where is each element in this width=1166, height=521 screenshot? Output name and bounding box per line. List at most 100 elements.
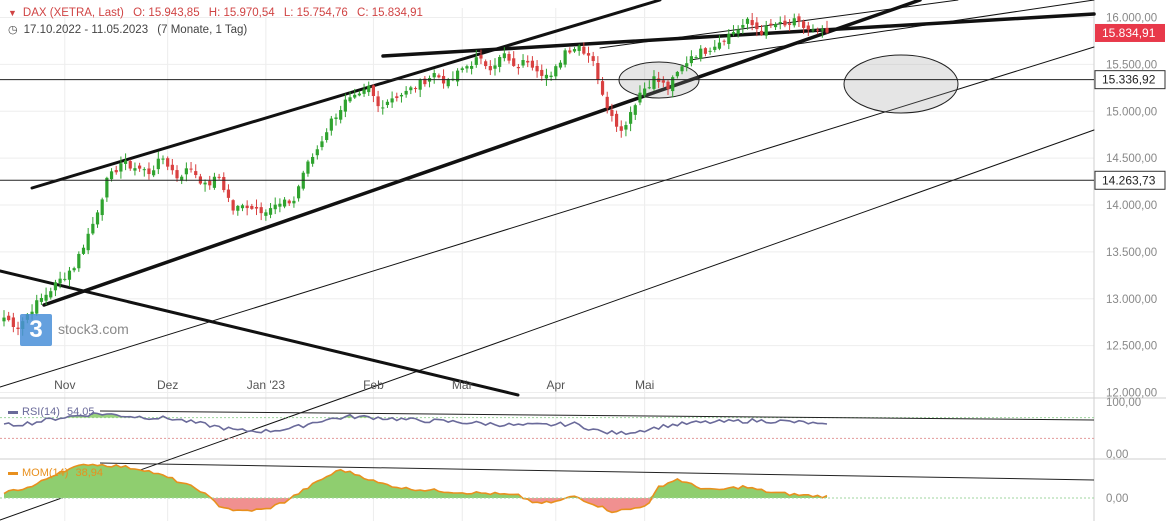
candle [105, 176, 109, 202]
thin-upper-line-2 [689, 0, 1095, 61]
candle [166, 156, 170, 171]
candle [787, 19, 792, 32]
candle [540, 64, 544, 81]
candle-body [563, 50, 567, 65]
candle-body [544, 74, 549, 79]
candle-body [128, 161, 132, 169]
candle-body [353, 94, 357, 98]
candle [493, 58, 497, 76]
clock-icon: ◷ [8, 24, 18, 36]
candle-body [820, 29, 824, 31]
candle-body [7, 315, 11, 321]
candle-body [745, 18, 750, 24]
candle-body [731, 32, 736, 35]
candle-body [339, 110, 343, 120]
candle [7, 311, 11, 322]
candle-body [600, 81, 605, 95]
candle-body [371, 85, 376, 97]
candle [240, 203, 245, 212]
candle [296, 184, 301, 202]
candle [694, 55, 698, 60]
rsi-line [3, 411, 828, 436]
candle [329, 115, 333, 136]
candle-body [278, 203, 282, 207]
chevron-down-icon[interactable]: ▼ [8, 8, 17, 18]
candle-body [77, 253, 81, 269]
candle-body [703, 48, 708, 54]
candle [123, 153, 128, 171]
candle-body [254, 206, 259, 209]
candle [811, 24, 815, 33]
candle [488, 60, 492, 76]
candle [128, 159, 132, 171]
candle [353, 88, 357, 99]
candle-body [63, 278, 67, 280]
candle-body [212, 176, 217, 188]
candle [53, 279, 58, 297]
candle [212, 172, 217, 190]
candle-body [147, 168, 151, 175]
candle-body [58, 278, 62, 284]
candle [339, 105, 343, 124]
candle [409, 85, 413, 95]
candle-body [35, 300, 39, 314]
instrument-name[interactable]: DAX (XETRA, Last) [22, 7, 124, 19]
candle [825, 20, 829, 34]
candle [502, 47, 506, 62]
lower-channel-line [42, 0, 922, 307]
candle-body [367, 85, 371, 93]
candle-body [773, 24, 778, 28]
rsi-overbought-fill [4, 412, 827, 418]
candle-body [596, 63, 600, 80]
candle-body [769, 23, 773, 26]
candle [633, 103, 637, 120]
candle [278, 198, 282, 213]
candle [95, 210, 100, 228]
candle [44, 287, 48, 306]
rsi-name[interactable]: RSI(14) [22, 406, 60, 418]
candle-body [432, 73, 436, 78]
candle-body [325, 132, 329, 141]
date-range[interactable]: 17.10.2022 - 11.05.2023 [23, 24, 149, 36]
candle-body [133, 168, 137, 171]
candle-body [568, 50, 572, 53]
candle [170, 158, 174, 175]
candle-body [53, 282, 58, 291]
chart-header: ▼ DAX (XETRA, Last) O: 15.943,85 H: 15.97… [0, 0, 600, 40]
candle-body [357, 93, 361, 96]
candle-body [49, 291, 53, 298]
candle [713, 40, 717, 53]
candle [390, 91, 394, 108]
candle [685, 56, 689, 72]
candle [455, 68, 460, 87]
rsi-panel: 100,00 0,00 [0, 397, 1141, 461]
candle [292, 196, 296, 208]
rsi-tick-label: 100,00 [1106, 397, 1141, 409]
candle [63, 272, 67, 282]
candle [558, 60, 563, 70]
thin-upper-line [599, 0, 959, 49]
y-tick-label: 14.500,00 [1106, 153, 1157, 165]
candle-body [16, 327, 20, 330]
candle-body [292, 200, 296, 204]
candle-body [189, 168, 193, 170]
candle-body [498, 57, 502, 67]
candle [2, 310, 6, 327]
candle [507, 51, 511, 64]
candle [245, 200, 249, 216]
candle-body [231, 200, 235, 211]
candle-body [81, 247, 86, 254]
candle [362, 83, 366, 97]
candle [133, 162, 137, 176]
candle [376, 90, 380, 113]
rsi-tick-label: 0,00 [1106, 449, 1128, 461]
candle-body [413, 88, 418, 90]
mom-name[interactable]: MOM(14) [22, 467, 69, 479]
candle-body [161, 158, 165, 160]
candle [203, 179, 207, 192]
stock3-logo: 3 stock3.com [20, 314, 170, 346]
candle [67, 266, 72, 287]
candle-body [138, 165, 142, 169]
candle-body [474, 57, 478, 65]
